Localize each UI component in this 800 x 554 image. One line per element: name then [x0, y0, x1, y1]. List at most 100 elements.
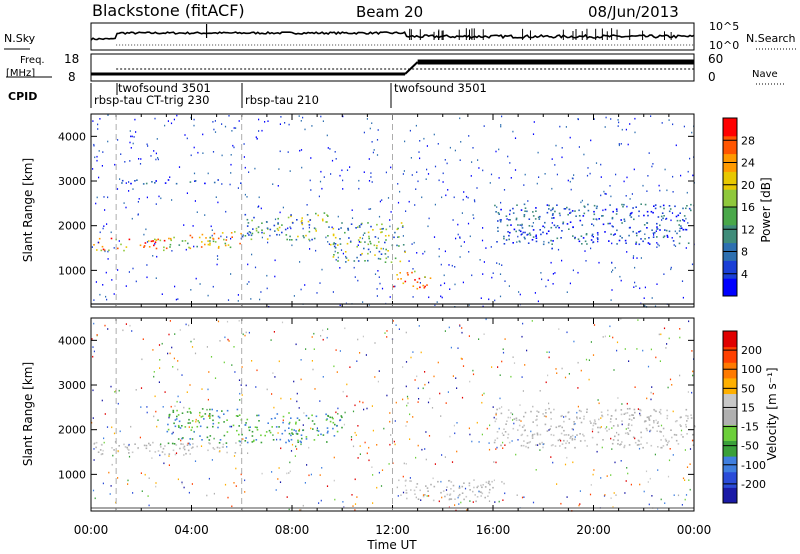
velocity-cell [536, 418, 538, 421]
velocity-cell [666, 417, 668, 420]
velocity-cell [281, 432, 284, 435]
power-cell [454, 149, 456, 152]
power-cell [581, 243, 583, 245]
velocity-cell [140, 472, 142, 474]
power-colorbar-tick-label: 12 [741, 223, 755, 236]
power-cell [399, 190, 401, 193]
power-colorbar-tick-label: 28 [741, 134, 755, 147]
velocity-cell [590, 422, 592, 424]
velocity-cell [574, 446, 576, 449]
velocity-cell [536, 415, 538, 417]
power-cell [471, 274, 473, 277]
velocity-cell [235, 415, 238, 417]
velocity-cell [189, 384, 191, 386]
velocity-cell [152, 441, 154, 444]
velocity-cell [637, 319, 639, 321]
power-cell [363, 171, 365, 173]
velocity-cell [400, 494, 402, 496]
power-cell [468, 135, 470, 137]
power-cell [317, 214, 319, 217]
power-cell [212, 151, 215, 153]
power-cell [267, 120, 269, 122]
velocity-cell [402, 366, 404, 368]
velocity-cell [327, 414, 329, 417]
velocity-cell [238, 414, 241, 416]
velocity-colorbar-segment [723, 393, 737, 410]
velocity-cell [515, 419, 518, 422]
power-cell [396, 274, 398, 276]
power-cell [130, 135, 132, 138]
power-cell [659, 229, 661, 231]
velocity-cell [352, 410, 355, 413]
velocity-cell [495, 461, 497, 464]
velocity-cell [536, 424, 538, 427]
power-cell [234, 231, 236, 233]
power-cell [682, 219, 684, 221]
x-tick-label: 12:00 [375, 523, 410, 537]
velocity-cell [124, 446, 127, 448]
velocity-cell [489, 488, 491, 491]
velocity-cell [232, 424, 235, 427]
velocity-cell [176, 415, 178, 418]
power-cell [370, 176, 372, 178]
power-cell [656, 236, 658, 238]
velocity-cell [458, 503, 460, 505]
power-cell [136, 179, 138, 181]
power-cell [276, 233, 278, 236]
power-cell [255, 136, 257, 138]
velocity-cell [437, 480, 439, 483]
power-cell [358, 187, 360, 190]
power-cell [376, 154, 379, 156]
velocity-cell [242, 333, 244, 336]
velocity-cell [298, 407, 300, 409]
velocity-cell [456, 450, 458, 453]
power-cell [592, 241, 594, 244]
velocity-cell [572, 461, 574, 464]
power-cell [590, 139, 592, 142]
velocity-cell [564, 415, 567, 418]
velocity-cell [218, 416, 221, 419]
power-cell [359, 241, 362, 243]
velocity-cell [515, 417, 518, 420]
power-cell [216, 263, 218, 266]
velocity-cell [329, 416, 331, 419]
velocity-cell [498, 407, 501, 410]
power-cell [314, 228, 317, 230]
power-cell [342, 115, 344, 118]
power-cell [494, 299, 496, 302]
velocity-cell [247, 452, 249, 454]
velocity-cell [244, 334, 246, 337]
power-cell [359, 254, 362, 256]
velocity-colorbar-segment [723, 471, 737, 488]
velocity-cell [507, 409, 510, 411]
power-cell [394, 285, 396, 288]
power-cell [134, 118, 136, 121]
velocity-cell [469, 433, 471, 436]
power-cell [527, 200, 529, 202]
velocity-cell [336, 371, 338, 373]
velocity-cell [624, 432, 627, 435]
velocity-colorbar-segment [723, 377, 737, 395]
power-cell [552, 207, 554, 209]
velocity-cell [128, 452, 130, 454]
power-cell [617, 125, 619, 127]
power-cell [171, 199, 173, 201]
velocity-cell [339, 419, 341, 422]
power-cell [378, 250, 381, 253]
x-tick-label: 20:00 [576, 523, 611, 537]
velocity-cell [244, 479, 246, 482]
velocity-cell [160, 443, 162, 445]
power-cell [635, 206, 637, 208]
power-cell [309, 219, 311, 221]
velocity-cell [460, 357, 462, 360]
velocity-cell [617, 397, 619, 399]
velocity-cell [648, 417, 650, 420]
velocity-cell [494, 420, 497, 423]
velocity-cell [366, 452, 368, 455]
power-cell [639, 230, 642, 232]
power-cell [332, 234, 335, 237]
velocity-cell [609, 325, 611, 328]
velocity-cell [460, 501, 462, 504]
power-cell [469, 235, 471, 238]
